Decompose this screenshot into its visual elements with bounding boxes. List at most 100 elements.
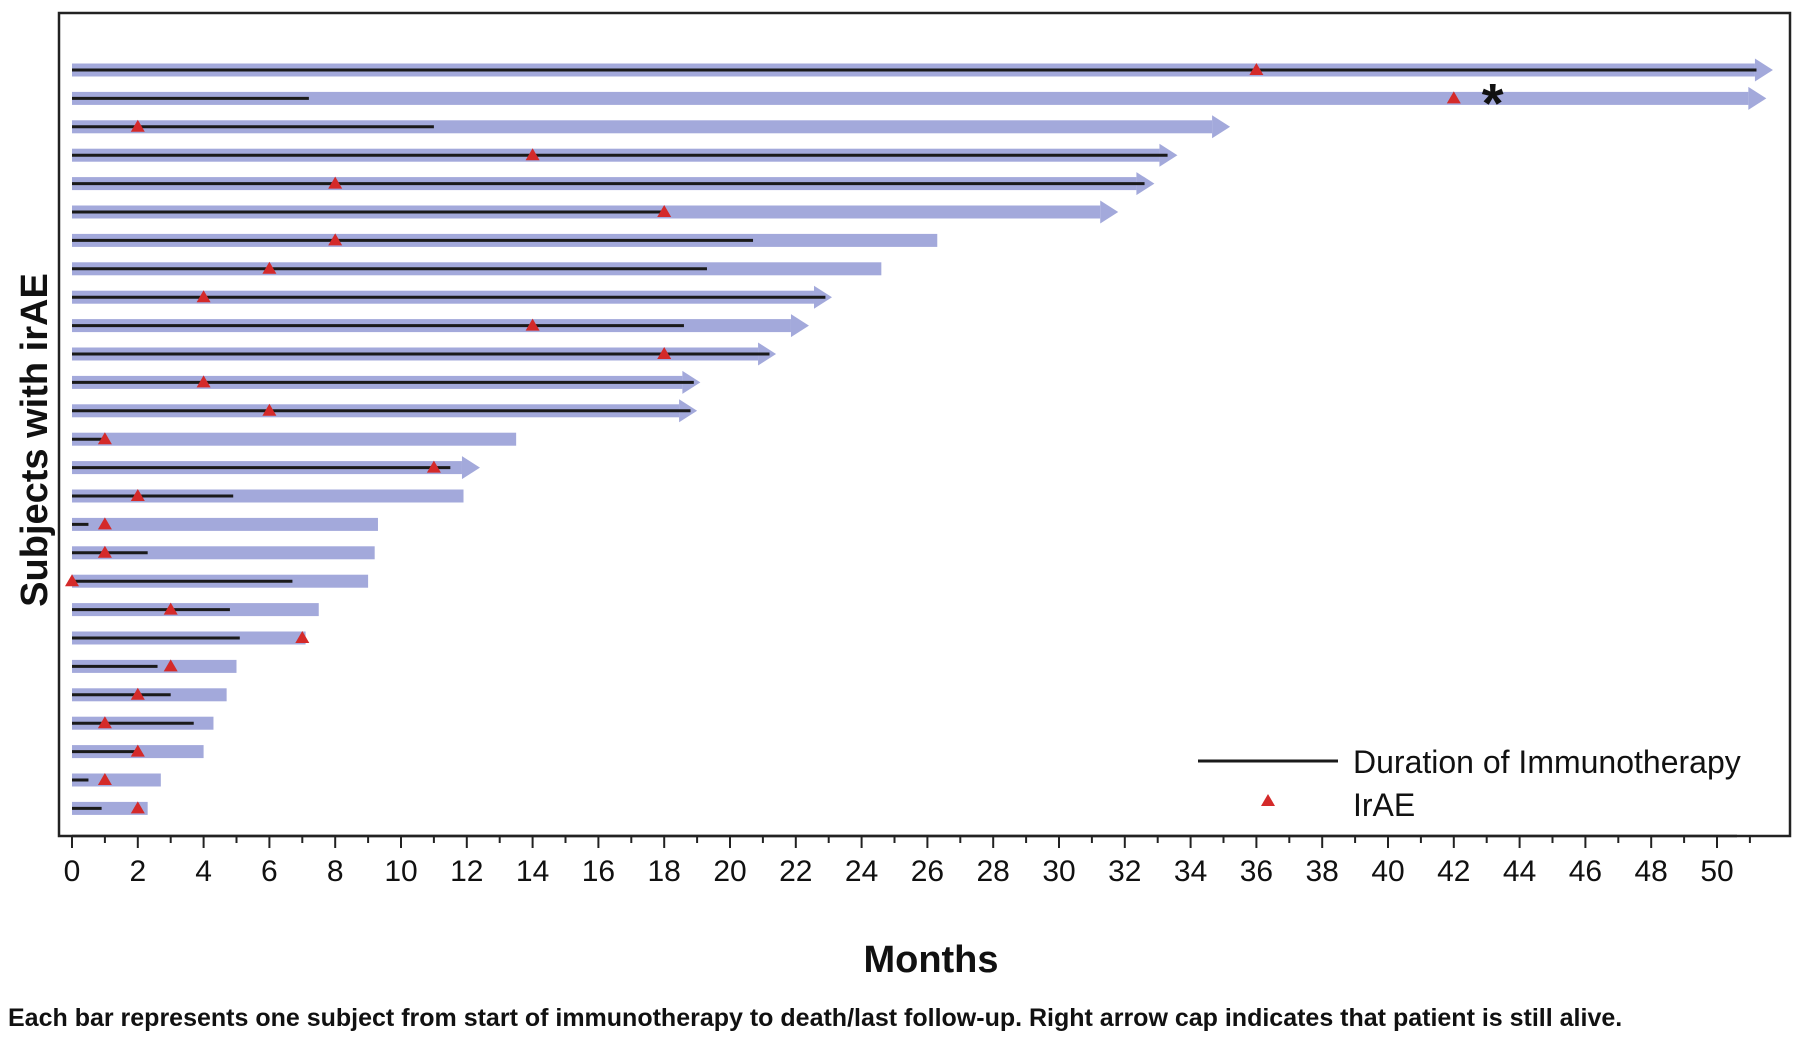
x-tick-label: 14 xyxy=(516,855,549,888)
subject-row xyxy=(72,261,882,276)
x-tick-label: 34 xyxy=(1174,855,1207,888)
irae-marker xyxy=(525,318,540,331)
irae-marker xyxy=(657,347,672,359)
x-tick-label: 22 xyxy=(779,855,812,888)
irae-marker xyxy=(262,261,277,274)
irae-marker xyxy=(426,460,441,473)
alive-arrow-cap xyxy=(1212,115,1231,139)
follow-up-bar xyxy=(72,517,378,531)
x-tick-label: 10 xyxy=(384,855,417,888)
irae-marker xyxy=(97,773,112,785)
irae-marker xyxy=(295,631,310,643)
subject-row xyxy=(72,744,204,759)
irae-marker xyxy=(65,574,79,587)
irae-marker xyxy=(163,602,178,615)
follow-up-bar xyxy=(72,91,1749,105)
irae-marker xyxy=(130,801,145,814)
irae-marker xyxy=(328,233,343,246)
subject-row: * xyxy=(72,71,1767,134)
subject-row xyxy=(72,773,161,787)
x-tick-label: 44 xyxy=(1503,855,1536,888)
alive-arrow-cap xyxy=(1100,200,1119,224)
irae-marker xyxy=(130,687,145,700)
alive-arrow-cap xyxy=(790,314,809,338)
alive-arrow-cap xyxy=(1754,58,1773,82)
legend-label-irae: IrAE xyxy=(1353,787,1415,823)
x-tick-label: 42 xyxy=(1437,855,1470,888)
follow-up-bar xyxy=(72,801,148,815)
subject-row xyxy=(72,801,148,815)
x-tick-label: 24 xyxy=(845,855,878,888)
follow-up-bar xyxy=(72,546,375,560)
subject-row xyxy=(72,489,464,503)
x-tick-label: 30 xyxy=(1042,855,1075,888)
x-tick-label: 12 xyxy=(450,855,483,888)
irae-marker xyxy=(262,403,277,416)
irae-marker xyxy=(196,375,211,388)
x-tick-label: 50 xyxy=(1700,855,1733,888)
alive-arrow-cap xyxy=(1136,172,1155,196)
subject-row xyxy=(72,432,517,446)
irae-marker xyxy=(328,176,343,189)
legend-label-duration: Duration of Immunotherapy xyxy=(1353,744,1741,780)
subject-row xyxy=(72,659,237,673)
irae-marker xyxy=(1446,91,1461,104)
subject-row xyxy=(72,115,1231,139)
irae-marker xyxy=(97,517,112,530)
x-tick-label: 36 xyxy=(1240,855,1273,888)
x-tick-label: 38 xyxy=(1306,855,1339,888)
x-tick-label: 28 xyxy=(977,855,1010,888)
legend: Duration of Immunotherapy IrAE xyxy=(1198,744,1741,823)
follow-up-bar xyxy=(72,773,161,787)
follow-up-bar xyxy=(72,432,517,446)
x-tick-label: 18 xyxy=(648,855,681,888)
subject-row xyxy=(72,370,701,394)
x-tick-label: 40 xyxy=(1371,855,1404,888)
x-axis: 0 2 4 6 8 10 12 14 16 18 20 22 24 26 28 30 32 34 36 38 40 42 4… xyxy=(64,834,1751,888)
irae-marker xyxy=(163,659,178,672)
subject-row xyxy=(72,342,777,366)
subject-row xyxy=(72,456,480,480)
x-tick-label: 32 xyxy=(1108,855,1141,888)
subject-row xyxy=(65,574,369,588)
subject-row xyxy=(72,233,938,247)
subject-row xyxy=(72,285,832,309)
swimmer-chart: * 0 2 4 6 8 10 12 14 16 18 20 22 24 26 28 30 32 34 36 38 40 4… xyxy=(14,11,1792,981)
irae-marker xyxy=(196,290,211,303)
subject-row xyxy=(72,545,375,560)
subject-row xyxy=(72,399,698,423)
subject-row xyxy=(72,517,378,531)
x-tick-label: 8 xyxy=(327,855,344,888)
x-tick-label: 16 xyxy=(582,855,615,888)
subject-row xyxy=(72,631,310,645)
subject-row xyxy=(72,58,1773,82)
irae-marker xyxy=(97,716,112,729)
subject-row xyxy=(72,172,1155,196)
irae-marker xyxy=(525,148,540,161)
legend-triangle-symbol xyxy=(1261,794,1275,806)
x-tick-label: 48 xyxy=(1635,855,1668,888)
subject-row xyxy=(72,687,227,702)
subject-row xyxy=(72,200,1119,224)
irae-marker xyxy=(130,744,145,757)
x-tick-label: 4 xyxy=(195,855,212,888)
plot-frame xyxy=(57,11,1792,838)
x-tick-label: 2 xyxy=(129,855,146,888)
x-tick-label: 6 xyxy=(261,855,278,888)
alive-arrow-cap xyxy=(461,456,480,480)
subject-row xyxy=(72,314,809,338)
irae-marker xyxy=(657,205,672,217)
subject-row xyxy=(72,716,214,730)
alive-arrow-cap xyxy=(1159,143,1178,167)
x-tick-label: 20 xyxy=(713,855,746,888)
follow-up-bar xyxy=(72,489,464,503)
alive-arrow-cap xyxy=(1748,86,1767,110)
x-tick-label: 26 xyxy=(911,855,944,888)
bars-layer: * xyxy=(65,58,1773,815)
x-axis-label: Months xyxy=(863,939,998,981)
y-axis-label: Subjects with irAE xyxy=(14,273,56,607)
irae-marker xyxy=(130,489,145,501)
subject-row xyxy=(72,143,1178,167)
irae-marker xyxy=(97,432,112,445)
follow-up-bar xyxy=(72,120,1213,134)
